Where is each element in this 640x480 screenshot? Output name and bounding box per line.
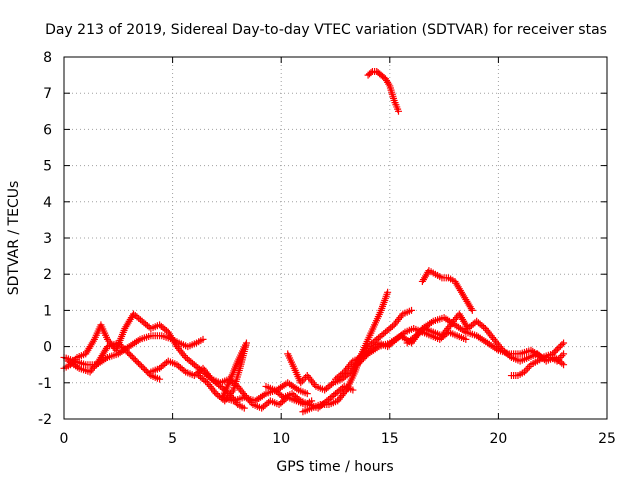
x-tick-label: 15 — [381, 431, 399, 447]
data-point-marker — [349, 386, 357, 394]
grid-lines — [64, 57, 607, 419]
y-tick-label: 7 — [43, 86, 52, 102]
data-point-marker — [240, 404, 248, 412]
chart-title: Day 213 of 2019, Sidereal Day-to-day VTE… — [45, 22, 607, 38]
data-point-marker — [303, 390, 311, 398]
data-point-marker — [356, 358, 364, 366]
series-track-10 — [353, 314, 568, 369]
data-point-marker — [553, 345, 561, 353]
data-point-marker — [560, 361, 568, 369]
y-tick-label: -1 — [38, 376, 52, 392]
data-point-marker — [125, 350, 133, 358]
y-tick-label: 5 — [43, 159, 52, 175]
y-tick-label: -2 — [38, 412, 52, 428]
data-point-marker — [117, 342, 125, 350]
data-point-marker — [550, 348, 558, 356]
data-point-marker — [122, 347, 130, 355]
x-axis-label: GPS time / hours — [276, 459, 393, 475]
data-point-marker — [560, 339, 568, 347]
y-axis-label: SDTVAR / TECUs — [6, 181, 22, 296]
series-track-8 — [299, 288, 392, 416]
data-point-marker — [133, 358, 141, 366]
data-point-marker — [142, 367, 150, 375]
data-point-marker — [358, 356, 366, 364]
data-point-marker — [128, 353, 136, 361]
data-markers — [60, 67, 568, 416]
data-point-marker — [353, 361, 361, 369]
data-point-marker — [139, 364, 147, 372]
data-point-marker — [384, 288, 392, 296]
y-tick-label: 4 — [43, 195, 52, 211]
x-tick-label: 10 — [272, 431, 290, 447]
y-tick-label: 8 — [43, 50, 52, 66]
data-point-marker — [156, 375, 164, 383]
data-point-marker — [116, 341, 124, 349]
data-point-marker — [134, 359, 142, 367]
x-tick-label: 20 — [489, 431, 507, 447]
plot-frame — [63, 56, 608, 420]
series-track-14 — [364, 67, 402, 115]
series-track-3 — [64, 339, 164, 383]
data-point-marker — [556, 342, 564, 350]
data-point-marker — [555, 344, 563, 352]
data-point-marker — [359, 354, 367, 362]
data-point-marker — [130, 354, 138, 362]
y-tick-label: 3 — [43, 231, 52, 247]
data-point-marker — [119, 344, 127, 352]
y-tick-labels: -2 -1 0 1 2 3 4 5 6 7 8 — [38, 50, 52, 428]
data-point-marker — [468, 306, 476, 314]
data-point-marker — [199, 335, 207, 343]
x-tick-labels: 0 5 10 15 20 25 — [60, 431, 616, 447]
data-point-marker — [558, 341, 566, 349]
series-track-5 — [195, 339, 311, 405]
data-point-marker — [131, 356, 139, 364]
y-tick-label: 1 — [43, 303, 52, 319]
data-point-marker — [394, 107, 402, 115]
x-tick-label: 5 — [168, 431, 177, 447]
y-tick-label: 2 — [43, 267, 52, 283]
data-point-marker — [361, 353, 369, 361]
data-point-marker — [300, 375, 308, 383]
data-point-marker — [138, 362, 146, 370]
data-point-marker — [367, 69, 375, 77]
data-point-marker — [124, 348, 132, 356]
series-track-13 — [507, 350, 568, 380]
data-point-marker — [558, 352, 566, 360]
data-point-marker — [127, 351, 135, 359]
x-tick-label: 0 — [60, 431, 69, 447]
series-track-12 — [418, 267, 476, 314]
data-point-marker — [121, 345, 129, 353]
data-point-marker — [355, 359, 363, 367]
data-point-marker — [462, 335, 470, 343]
data-point-marker — [141, 365, 149, 373]
data-point-marker — [136, 361, 144, 369]
series-track-2 — [60, 332, 207, 369]
data-point-marker — [408, 306, 416, 314]
data-point-marker — [524, 364, 532, 372]
data-point-marker — [560, 350, 568, 358]
data-point-marker — [552, 347, 560, 355]
data-point-marker — [114, 339, 122, 347]
x-tick-label: 25 — [598, 431, 616, 447]
axis-ticks — [63, 56, 608, 420]
y-tick-label: 0 — [43, 340, 52, 356]
y-tick-label: 6 — [43, 122, 52, 138]
